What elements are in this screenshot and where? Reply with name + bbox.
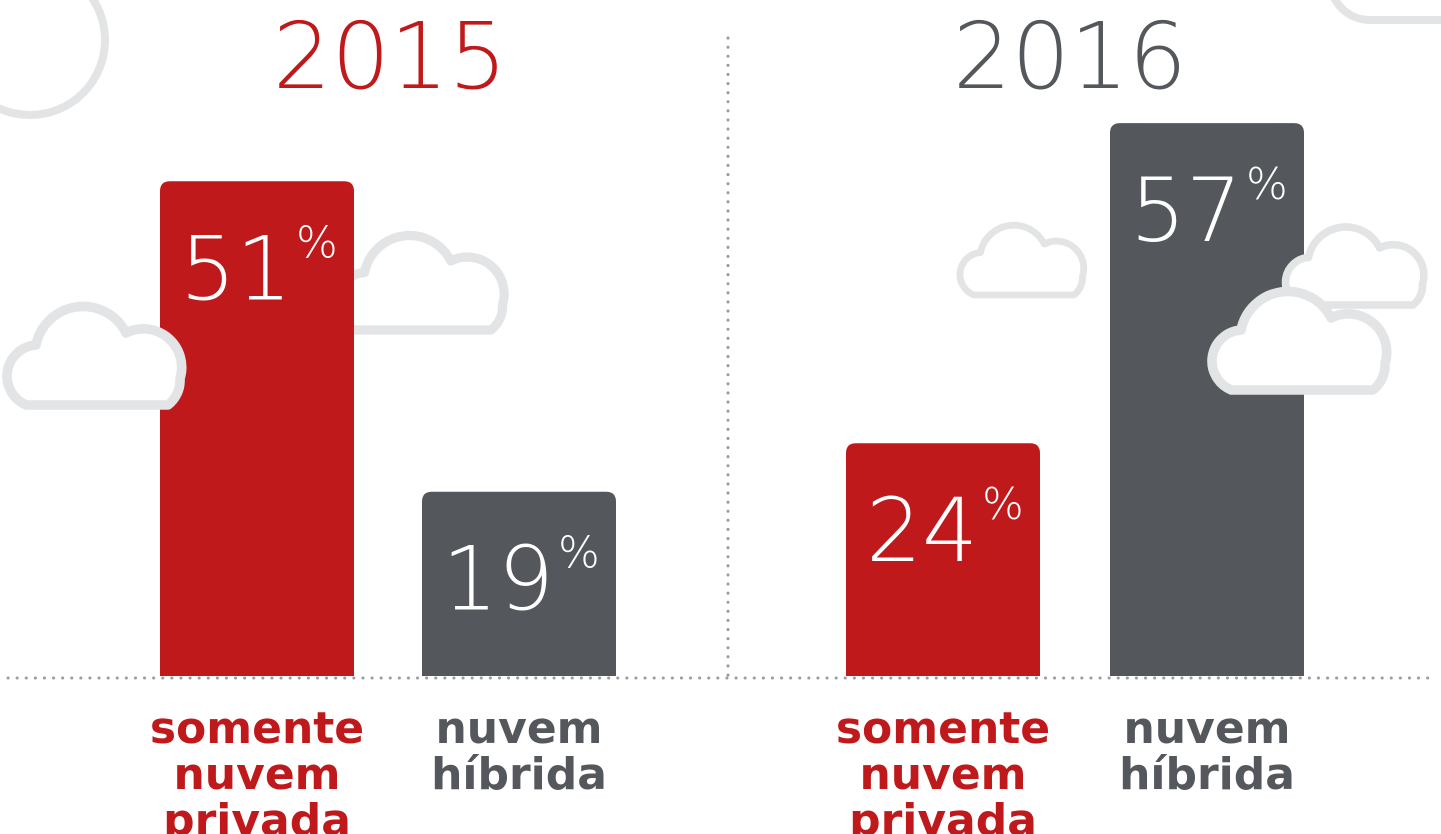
- decor-clouds: [0, 0, 1441, 330]
- bar: [422, 491, 616, 676]
- cloud: [960, 225, 1084, 295]
- value-label: 57%: [1130, 159, 1288, 262]
- category-label: somente nuvem privada: [835, 703, 1051, 834]
- cloud: [337, 236, 504, 330]
- category-label: nuvem híbrida: [1119, 703, 1295, 800]
- cloud: [0, 0, 109, 119]
- category-label: nuvem híbrida: [431, 703, 607, 800]
- bar: [1110, 123, 1304, 677]
- cloud: [1330, 0, 1441, 24]
- chart-title: 2015: [273, 3, 507, 110]
- bars: 51% 19% 24% 57%: [160, 123, 1304, 677]
- value-label: 19%: [442, 528, 600, 631]
- cloud: [7, 306, 182, 405]
- bar: [160, 181, 354, 677]
- category-label: somente nuvem privada: [149, 703, 365, 834]
- value-label: 51%: [180, 217, 338, 320]
- value-label: 24%: [866, 479, 1024, 582]
- chart-title: 2016: [953, 3, 1187, 110]
- bar: [846, 443, 1040, 676]
